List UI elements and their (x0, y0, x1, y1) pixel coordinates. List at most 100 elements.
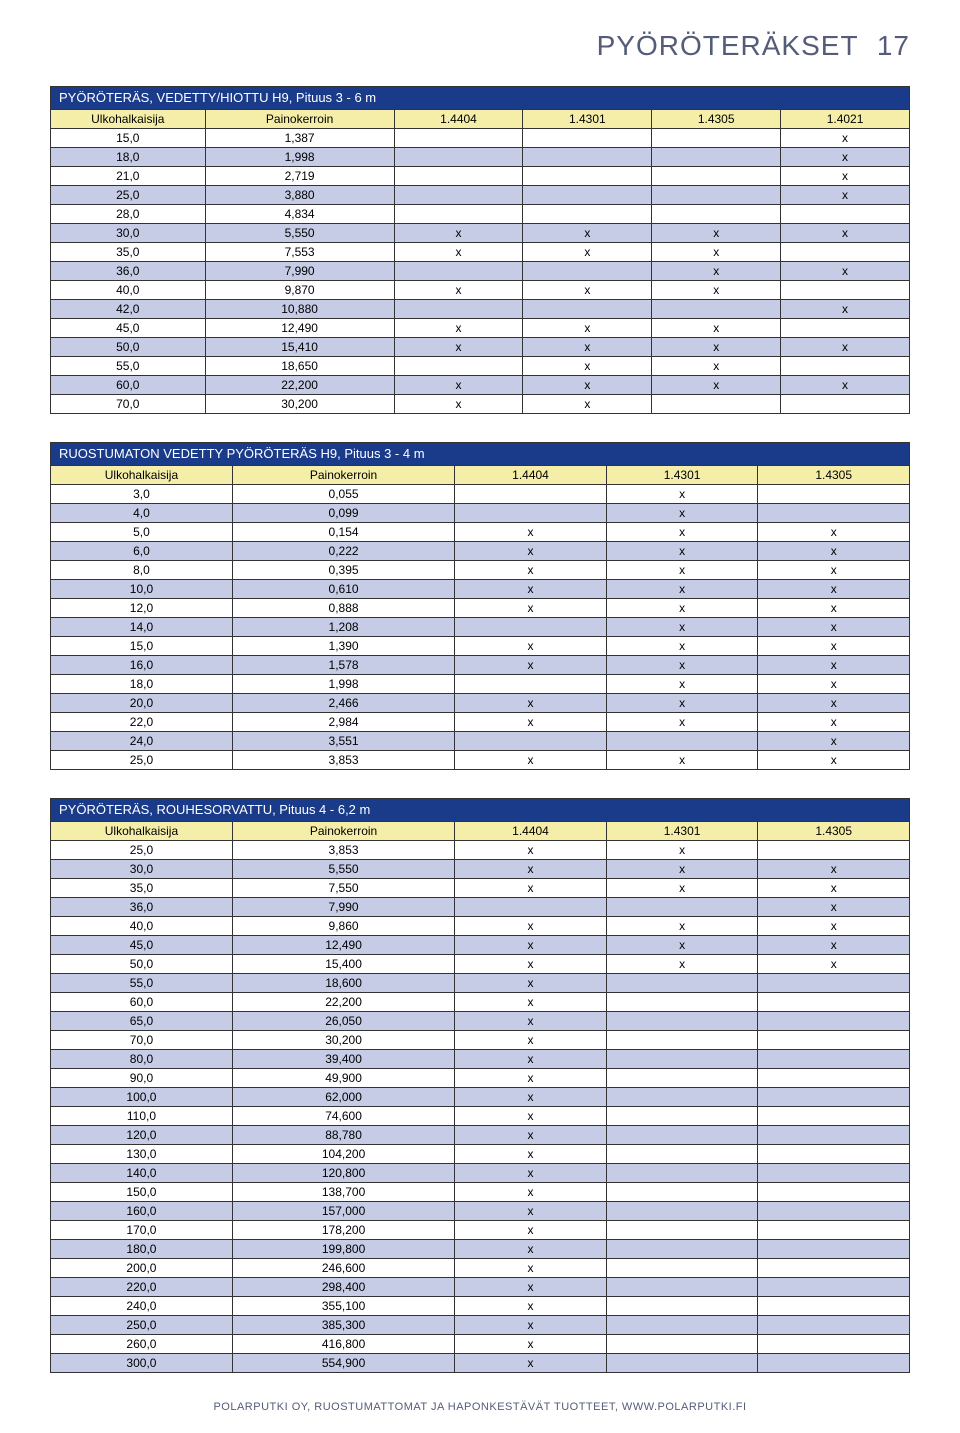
table-row: 5,00,154xxx (51, 523, 910, 542)
table-cell: 1,578 (232, 656, 454, 675)
table-cell: x (758, 523, 910, 542)
table-cell: x (455, 637, 607, 656)
table-cell (606, 1335, 758, 1354)
table-cell: 554,900 (232, 1354, 454, 1373)
table-cell: 110,0 (51, 1107, 233, 1126)
table-cell: 39,400 (232, 1050, 454, 1069)
table-row: 50,015,410xxxx (51, 338, 910, 357)
table-cell (758, 1183, 910, 1202)
table-row: 70,030,200xx (51, 395, 910, 414)
table-cell: 250,0 (51, 1316, 233, 1335)
table-cell: 30,0 (51, 860, 233, 879)
table-cell: 300,0 (51, 1354, 233, 1373)
table-cell: x (455, 879, 607, 898)
table-cell: x (455, 936, 607, 955)
column-header: Ulkohalkaisija (51, 466, 233, 485)
table-cell: 26,050 (232, 1012, 454, 1031)
table-cell: x (758, 561, 910, 580)
column-header: 1.4301 (606, 822, 758, 841)
table-cell: 22,0 (51, 713, 233, 732)
table-cell: 18,600 (232, 974, 454, 993)
table-cell: 5,0 (51, 523, 233, 542)
table-row: 36,07,990xx (51, 262, 910, 281)
table-cell: 70,0 (51, 395, 206, 414)
table-cell (523, 167, 652, 186)
table-row: 18,01,998x (51, 148, 910, 167)
table-row: 200,0246,600x (51, 1259, 910, 1278)
table-cell (758, 1107, 910, 1126)
table-cell: x (523, 338, 652, 357)
table-cell: x (758, 637, 910, 656)
table-cell: 140,0 (51, 1164, 233, 1183)
table-cell (781, 281, 910, 300)
table-cell: 40,0 (51, 281, 206, 300)
table-row: 3,00,055x (51, 485, 910, 504)
table-row: 45,012,490xxx (51, 319, 910, 338)
table-cell: 25,0 (51, 186, 206, 205)
table-row: 12,00,888xxx (51, 599, 910, 618)
table-cell: x (455, 1202, 607, 1221)
table-cell (606, 1126, 758, 1145)
table-cell: x (758, 656, 910, 675)
table-cell: 170,0 (51, 1221, 233, 1240)
table-cell: 35,0 (51, 243, 206, 262)
table-cell: 40,0 (51, 917, 233, 936)
table-cell: 30,200 (205, 395, 394, 414)
table-cell: 2,466 (232, 694, 454, 713)
column-header: 1.4305 (758, 822, 910, 841)
table-cell (523, 262, 652, 281)
table-cell (606, 1221, 758, 1240)
column-header: 1.4305 (652, 110, 781, 129)
table-cell: 90,0 (51, 1069, 233, 1088)
table-cell (606, 1088, 758, 1107)
table-cell (652, 205, 781, 224)
table-row: 140,0120,800x (51, 1164, 910, 1183)
table-cell: x (758, 675, 910, 694)
table-cell: x (455, 974, 607, 993)
table-cell: 9,860 (232, 917, 454, 936)
table-cell (758, 1316, 910, 1335)
table-cell: 12,490 (232, 936, 454, 955)
column-header: 1.4404 (394, 110, 523, 129)
table-cell (758, 993, 910, 1012)
table-cell: x (455, 1031, 607, 1050)
table-cell: x (523, 243, 652, 262)
table-row: 45,012,490xxx (51, 936, 910, 955)
table-cell: x (455, 1088, 607, 1107)
table-cell: 1,998 (205, 148, 394, 167)
table-row: 42,010,880x (51, 300, 910, 319)
table-cell: x (455, 561, 607, 580)
table-cell (606, 1202, 758, 1221)
table-cell (606, 898, 758, 917)
table-cell: 30,0 (51, 224, 206, 243)
table-row: 6,00,222xxx (51, 542, 910, 561)
table-cell (606, 732, 758, 751)
table-cell: 65,0 (51, 1012, 233, 1031)
table-row: 110,074,600x (51, 1107, 910, 1126)
table-cell: 18,0 (51, 675, 233, 694)
table-row: 170,0178,200x (51, 1221, 910, 1240)
table-cell: 25,0 (51, 841, 233, 860)
table-cell: 18,0 (51, 148, 206, 167)
table-cell (758, 1278, 910, 1297)
table-cell: x (652, 243, 781, 262)
table-cell: 0,154 (232, 523, 454, 542)
table-row: 20,02,466xxx (51, 694, 910, 713)
table-cell: x (652, 281, 781, 300)
table-cell (606, 1316, 758, 1335)
table-cell: 160,0 (51, 1202, 233, 1221)
table-cell: 0,888 (232, 599, 454, 618)
table-cell: 298,400 (232, 1278, 454, 1297)
table-cell (758, 1297, 910, 1316)
table-cell: 16,0 (51, 656, 233, 675)
table-row: 150,0138,700x (51, 1183, 910, 1202)
table-cell (758, 1012, 910, 1031)
table-cell: x (394, 281, 523, 300)
column-header: Painokerroin (232, 822, 454, 841)
table-cell: x (455, 860, 607, 879)
table-cell: 1,208 (232, 618, 454, 637)
table-cell: 220,0 (51, 1278, 233, 1297)
table-cell (652, 129, 781, 148)
column-header: 1.4404 (455, 822, 607, 841)
table-cell: 3,853 (232, 751, 454, 770)
